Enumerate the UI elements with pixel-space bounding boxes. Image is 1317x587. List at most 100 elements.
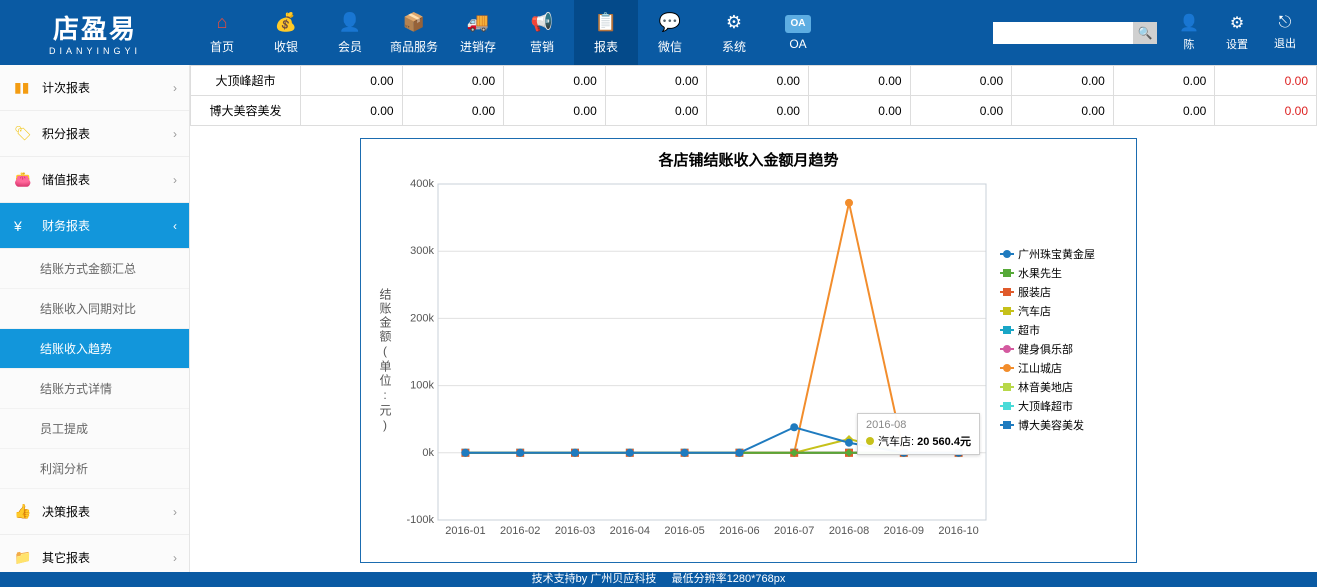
topbar-设置[interactable]: ⚙ 设置 (1213, 0, 1261, 65)
sidebar-sub-利润分析[interactable]: 利润分析 (0, 449, 189, 489)
content-area: 大顶峰超市0.000.000.000.000.000.000.000.000.0… (190, 65, 1317, 572)
svg-text:2016-06: 2016-06 (719, 525, 759, 537)
nav-icon: 📦 (402, 10, 426, 34)
nav-item-系统[interactable]: ⚙系统 (702, 0, 766, 65)
nav-icon: ⚙ (722, 10, 746, 34)
sidebar-sub-员工提成[interactable]: 员工提成 (0, 409, 189, 449)
table-cell: 0.00 (707, 96, 809, 126)
chevron-icon: › (173, 81, 177, 95)
legend-item-水果先生[interactable]: 水果先生 (1000, 265, 1120, 281)
svg-text:2016-07: 2016-07 (774, 525, 814, 537)
legend-label: 水果先生 (1018, 265, 1062, 281)
topbar-icon: ⚙ (1230, 13, 1244, 33)
sidebar-group-储值报表[interactable]: 👛储值报表› (0, 157, 189, 203)
nav-item-收银[interactable]: 💰收银 (254, 0, 318, 65)
sidebar-sub-结账方式金额汇总[interactable]: 结账方式金额汇总 (0, 249, 189, 289)
table-cell: 0.00 (1113, 66, 1215, 96)
nav-item-首页[interactable]: ⌂首页 (190, 0, 254, 65)
search-button[interactable]: 🔍 (1133, 22, 1157, 44)
table-cell-name: 大顶峰超市 (191, 66, 301, 96)
legend-swatch-icon (1000, 401, 1014, 411)
legend-swatch-icon (1000, 344, 1014, 354)
legend-item-汽车店[interactable]: 汽车店 (1000, 303, 1120, 319)
sidebar-group-icon: 📁 (14, 549, 32, 566)
nav-item-微信[interactable]: 💬 微信 (638, 0, 702, 65)
nav-label: 进销存 (460, 38, 496, 55)
nav-item-报表[interactable]: 📋 报表 (574, 0, 638, 65)
sidebar-group-label: 财务报表 (42, 217, 90, 234)
footer-right: 最低分辨率1280*768px (672, 573, 786, 585)
logo-sub: DIANYINGYI (0, 46, 190, 56)
nav-icon: 💬 (658, 10, 682, 34)
sidebar-group-决策报表[interactable]: 👍决策报表› (0, 489, 189, 535)
legend-item-江山城店[interactable]: 江山城店 (1000, 360, 1120, 376)
svg-text:2016-10: 2016-10 (938, 525, 978, 537)
topbar-right: 🔍 👤陈⚙设置⎋退出 (993, 0, 1317, 65)
table-cell: 0.00 (1012, 96, 1114, 126)
table-cell: 0.00 (1113, 96, 1215, 126)
nav-icon: 💰 (274, 10, 298, 34)
table-cell: 0.00 (910, 66, 1012, 96)
table-cell: 0.00 (504, 96, 606, 126)
chevron-icon: › (173, 505, 177, 519)
sidebar-sub-结账收入同期对比[interactable]: 结账收入同期对比 (0, 289, 189, 329)
nav-item-营销[interactable]: 📢营销 (510, 0, 574, 65)
logo: 店盈易 DIANYINGYI (0, 1, 190, 64)
svg-text:2016-02: 2016-02 (500, 525, 540, 537)
legend-swatch-icon (1000, 306, 1014, 316)
topbar-退出[interactable]: ⎋ 退出 (1261, 0, 1309, 65)
chart-panel: 各店铺结账收入金额月趋势 结账金额(单位:元) -100k0k100k200k3… (360, 138, 1137, 563)
table-cell: 0.00 (402, 96, 504, 126)
nav-icon: 🚚 (466, 10, 490, 34)
svg-text:2016-01: 2016-01 (445, 525, 485, 537)
svg-text:-100k: -100k (406, 514, 434, 526)
sidebar-group-计次报表[interactable]: ▮▮计次报表› (0, 65, 189, 111)
sidebar-group-label: 决策报表 (42, 503, 90, 520)
nav-icon: OA (785, 15, 811, 33)
topbar-label: 设置 (1226, 36, 1248, 52)
legend-item-大顶峰超市[interactable]: 大顶峰超市 (1000, 398, 1120, 414)
search-input[interactable] (993, 22, 1133, 44)
legend-item-超市[interactable]: 超市 (1000, 322, 1120, 338)
table-cell: 0.00 (808, 66, 910, 96)
nav-item-进销存[interactable]: 🚚 进销存 (446, 0, 510, 65)
table-cell: 0.00 (707, 66, 809, 96)
topbar-icon: 👤 (1179, 13, 1199, 33)
nav-item-OA[interactable]: OAOA (766, 0, 830, 65)
chevron-icon: › (173, 173, 177, 187)
legend-item-博大美容美发[interactable]: 博大美容美发 (1000, 417, 1120, 433)
sidebar-sub-结账方式详情[interactable]: 结账方式详情 (0, 369, 189, 409)
legend-item-林音美地店[interactable]: 林音美地店 (1000, 379, 1120, 395)
sidebar-group-icon: ¥ (14, 218, 32, 234)
topbar-label: 陈 (1184, 36, 1195, 52)
sidebar-group-积分报表[interactable]: 🏷积分报表› (0, 111, 189, 157)
sidebar-sub-结账收入趋势[interactable]: 结账收入趋势 (0, 329, 189, 369)
svg-text:200k: 200k (410, 312, 434, 324)
sidebar-group-财务报表[interactable]: ¥财务报表‹ (0, 203, 189, 249)
table-cell: 0.00 (605, 96, 707, 126)
legend-label: 汽车店 (1018, 303, 1051, 319)
chart-plot[interactable]: -100k0k100k200k300k400k2016-012016-02201… (398, 176, 992, 546)
topbar-label: 退出 (1274, 35, 1296, 51)
svg-text:400k: 400k (410, 178, 434, 190)
legend-swatch-icon (1000, 249, 1014, 259)
legend-item-健身俱乐部[interactable]: 健身俱乐部 (1000, 341, 1120, 357)
legend-item-服装店[interactable]: 服装店 (1000, 284, 1120, 300)
sidebar-group-其它报表[interactable]: 📁其它报表› (0, 535, 189, 572)
nav-icon: 📋 (594, 10, 618, 34)
sidebar-group-icon: ▮▮ (14, 79, 32, 96)
sidebar-group-label: 其它报表 (42, 549, 90, 566)
svg-text:300k: 300k (410, 245, 434, 257)
nav-item-会员[interactable]: 👤会员 (318, 0, 382, 65)
nav-item-商品服务[interactable]: 📦商品服务 (382, 0, 446, 65)
chart-legend: 广州珠宝黄金屋水果先生服装店汽车店超市健身俱乐部江山城店林音美地店大顶峰超市博大… (1000, 176, 1120, 546)
legend-label: 服装店 (1018, 284, 1051, 300)
topbar-陈[interactable]: 👤陈 (1165, 0, 1213, 65)
svg-text:2016-04: 2016-04 (610, 525, 650, 537)
legend-item-广州珠宝黄金屋[interactable]: 广州珠宝黄金屋 (1000, 246, 1120, 262)
svg-text:100k: 100k (410, 380, 434, 392)
topbar-icon: ⎋ (1279, 14, 1292, 32)
nav-label: 报表 (594, 38, 618, 55)
nav-label: 微信 (658, 38, 682, 55)
table-cell: 0.00 (910, 96, 1012, 126)
